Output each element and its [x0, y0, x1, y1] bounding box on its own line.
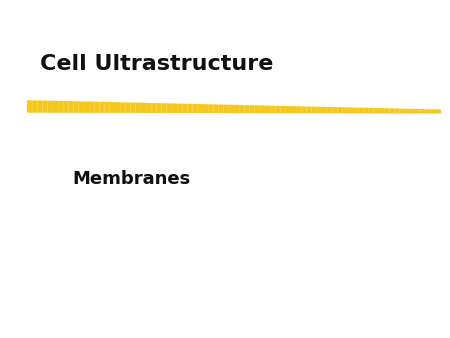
Text: Membranes: Membranes [72, 170, 190, 188]
Text: Cell Ultrastructure: Cell Ultrastructure [40, 54, 274, 74]
